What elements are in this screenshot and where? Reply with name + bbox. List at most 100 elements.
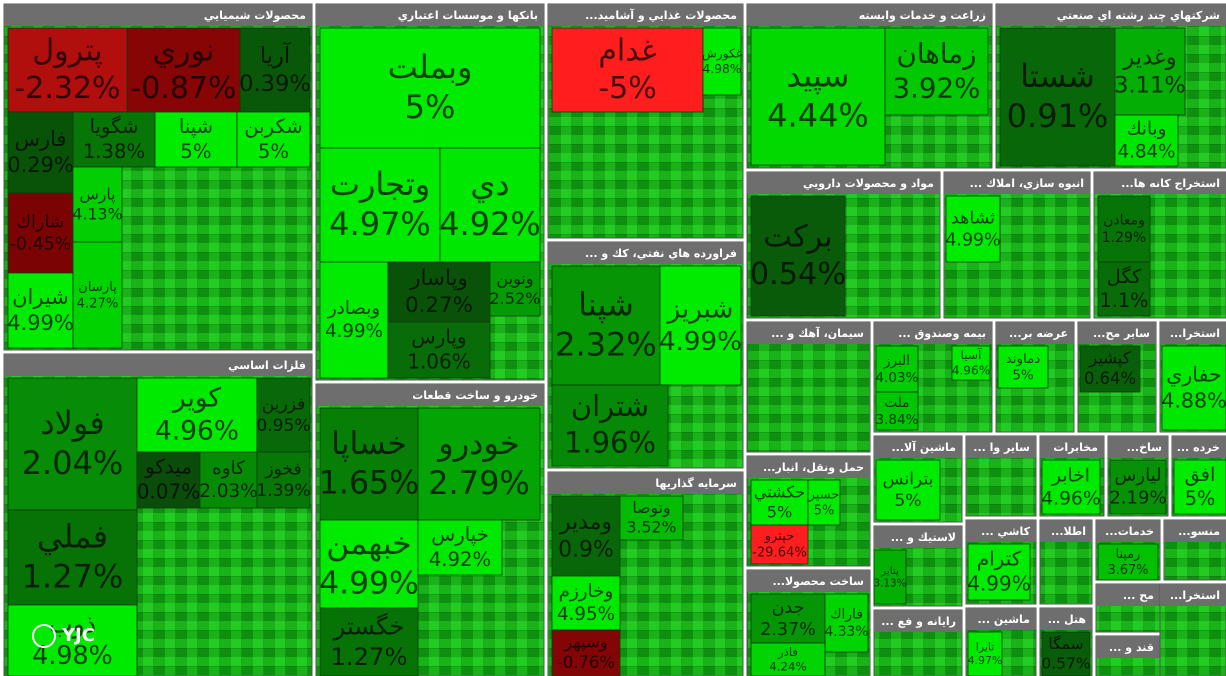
stock-change: 2.32%: [555, 325, 657, 363]
stock-name: خساپا: [331, 426, 407, 462]
sector-header: [966, 608, 1036, 630]
tile-box: [417, 407, 541, 521]
tile-box: [1079, 345, 1141, 393]
tile-box: [7, 377, 138, 511]
tile-box: [319, 147, 441, 263]
stock-name: وتوصا: [632, 498, 670, 518]
sector: ...حمل ونقل، انبارحكشتي5%حپترو-29.64%حسي…: [746, 455, 871, 567]
stock-change: 3.11%: [1114, 73, 1186, 99]
stock-change: 0.39%: [239, 71, 311, 97]
sector-title: ... ساير وا: [973, 441, 1030, 454]
stock-name: وپاسار: [409, 266, 468, 291]
stock-change: 5%: [767, 502, 792, 521]
stock-name: وسپهر: [563, 633, 607, 653]
sector-header: [874, 322, 992, 344]
stock-tile: نوري-0.87%: [126, 27, 241, 113]
stock-name: وخارزم: [559, 581, 614, 602]
tile-box: [884, 27, 989, 116]
tile-box: [319, 27, 541, 149]
tile-box: [702, 27, 742, 96]
tile-box: [1114, 27, 1186, 116]
stock-change: 1.27%: [22, 557, 124, 595]
stock-name: رمپنا: [1116, 547, 1141, 562]
stock-name: فملي: [37, 517, 108, 555]
stock-change: 4.84%: [1118, 141, 1176, 162]
sector-header: [1160, 322, 1226, 344]
stock-change: 0.64%: [1084, 369, 1136, 388]
stock-name: البرز: [883, 353, 910, 369]
stock-name: آريا: [260, 41, 292, 69]
stock-change: 4.99%: [967, 572, 1031, 596]
stock-change: 5%: [405, 88, 456, 126]
sector-title: ... فراورده هاي نفتي، كك و: [585, 247, 737, 260]
tile-box: [551, 575, 621, 631]
tile-box: [72, 166, 123, 243]
stock-name: ملت: [884, 395, 909, 411]
stock-change: 0.07%: [137, 480, 201, 504]
sector-header: [1108, 436, 1168, 458]
stock-change: 4.13%: [72, 204, 122, 223]
sector: ... هتل سمگا 0.57%: [1039, 607, 1093, 676]
sector-title: ... ماشين: [977, 613, 1030, 626]
sector-header: [944, 172, 1090, 194]
stock-change: -0.45%: [10, 234, 72, 254]
stock-name: وتجارت: [330, 165, 430, 203]
sector-title: ... انبوه سازي، املاك: [970, 177, 1084, 190]
stock-change: 1.1%: [1100, 289, 1149, 312]
stock-tile: وغدير 3.11%: [1114, 27, 1186, 116]
stock-change: 1.27%: [330, 642, 407, 671]
sector: فلزات اساسيفولاد2.04%كوير4.96%فزرين0.95%…: [3, 353, 313, 676]
tile-box: [997, 345, 1049, 389]
sector-header: [1096, 584, 1160, 606]
stock-name: كاوه: [212, 458, 245, 479]
stock-name: ومدير: [559, 510, 612, 535]
stock-name: كگل: [1107, 265, 1142, 288]
stock-change: 4.96%: [952, 363, 991, 377]
stock-name: شگويا: [90, 115, 139, 138]
sector-header: [4, 354, 312, 376]
stock-name: ثشاهد: [951, 209, 995, 229]
tile-box: [1097, 261, 1151, 317]
sector-title: ... بيمه وصندوق: [898, 327, 986, 340]
tile-box: [256, 451, 311, 509]
stock-name: نوري: [153, 34, 215, 69]
tile-box: [951, 345, 991, 381]
stock-change: 4.97%: [968, 654, 1003, 667]
stock-name: فخوز: [264, 460, 301, 480]
stock-name: شپنا: [578, 285, 634, 323]
tile-box: [7, 272, 74, 349]
sector-header: [1040, 436, 1104, 458]
stock-name: خگستر: [333, 611, 405, 640]
tile-box: [7, 509, 138, 606]
sector-header: [996, 322, 1074, 344]
tile-box: [945, 195, 1001, 263]
stock-change: 5%: [814, 503, 834, 518]
tile-box: [659, 265, 742, 386]
stock-name: شبريز: [666, 294, 734, 324]
stock-name: شكربن: [244, 115, 303, 138]
tile-box: [999, 27, 1116, 167]
tile-box: [750, 27, 886, 166]
